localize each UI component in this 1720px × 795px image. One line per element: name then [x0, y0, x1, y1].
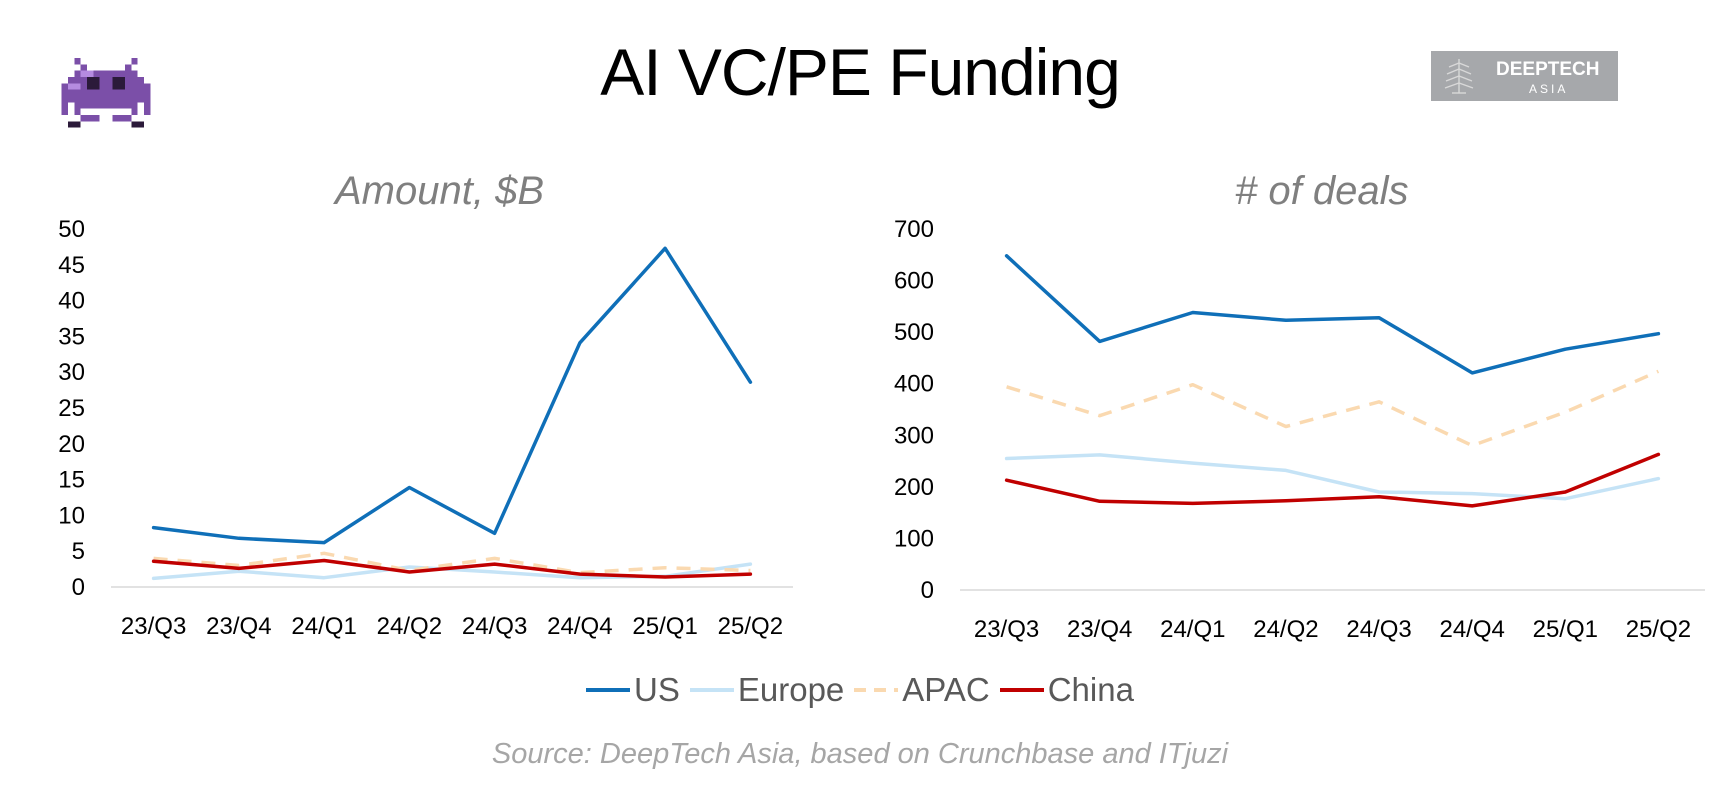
x-tick-label: 24/Q2: [377, 613, 442, 640]
legend-swatch-china: [999, 688, 1044, 692]
y-tick-label: 0: [72, 574, 85, 601]
x-tick-label: 24/Q3: [462, 613, 527, 640]
y-tick-label: 400: [894, 371, 934, 398]
x-tick-label: 24/Q3: [1346, 616, 1411, 643]
legend-swatch-apac: [854, 688, 899, 692]
x-tick-label: 24/Q2: [1253, 616, 1318, 643]
legend-item-china: China: [999, 670, 1134, 710]
deals-chart: 0 100 200 300 400 500 600 700 23/Q3 23/Q4 24/Q1 24/…: [894, 216, 1705, 643]
y-tick-label: 50: [58, 216, 85, 243]
series-line-apac: [1006, 369, 1660, 448]
y-tick-label: 200: [894, 474, 934, 501]
x-tick-label: 24/Q1: [1160, 616, 1225, 643]
x-tick-label: 25/Q1: [632, 613, 697, 640]
source-note: Source: DeepTech Asia, based on Crunchba…: [491, 738, 1229, 770]
y-tick-label: 700: [894, 216, 934, 243]
amount-chart: 0 5 10 15 20 25 30 35 40 45 50 23/Q3 23/Q4 24/Q1 24/Q2…: [58, 216, 793, 640]
x-tick-label: 24/Q1: [291, 613, 356, 640]
alien-invader-icon: [60, 58, 152, 139]
x-tick-label: 24/Q4: [547, 613, 612, 640]
y-tick-label: 600: [894, 268, 934, 295]
series-line-apac: [153, 551, 751, 575]
y-tick-label: 300: [894, 422, 934, 449]
x-tick-label: 25/Q1: [1533, 616, 1598, 643]
y-tick-label: 0: [921, 577, 934, 604]
series-line-china: [1004, 452, 1661, 508]
y-tick-label: 40: [58, 288, 85, 315]
x-tick-label: 23/Q4: [206, 613, 271, 640]
y-tick-label: 15: [58, 467, 85, 494]
y-tick-label: 30: [58, 359, 85, 386]
x-tick-label: 23/Q3: [974, 616, 1039, 643]
series-line-us: [151, 246, 753, 545]
x-tick-label: 25/Q2: [718, 613, 783, 640]
legend-label-europe: Europe: [737, 671, 845, 708]
deeptech-asia-logo: DEEPTECH ASIA: [1431, 51, 1618, 101]
y-tick-label: 20: [58, 431, 85, 458]
y-tick-label: 45: [58, 252, 85, 279]
x-tick-label: 25/Q2: [1626, 616, 1691, 643]
y-tick-label: 25: [58, 395, 85, 422]
series-line-europe: [1004, 453, 1661, 501]
y-tick-label: 35: [58, 323, 85, 350]
x-tick-label: 23/Q3: [121, 613, 186, 640]
legend-label-us: US: [634, 671, 680, 708]
legend-item-us: US: [586, 670, 680, 710]
page-title: AI VC/PE Funding: [600, 35, 1121, 109]
logo-name: DEEPTECH: [1496, 59, 1600, 80]
legend-swatch-europe: [689, 688, 734, 692]
x-tick-label: 23/Q4: [1067, 616, 1132, 643]
deals-chart-title: # of deals: [1235, 169, 1409, 213]
y-tick-label: 500: [894, 319, 934, 346]
logo-subtitle: ASIA: [1529, 82, 1569, 96]
amount-chart-title: Amount, $B: [335, 169, 545, 213]
pagoda-icon: [1444, 59, 1474, 94]
legend-swatch-us: [586, 688, 631, 692]
legend-label-china: China: [1047, 671, 1134, 708]
y-tick-label: 5: [72, 538, 85, 565]
x-tick-label: 24/Q4: [1439, 616, 1504, 643]
legend-label-apac: APAC: [902, 671, 990, 708]
legend-item-apac: APAC: [854, 670, 990, 710]
y-tick-label: 100: [894, 525, 934, 552]
legend-item-europe: Europe: [689, 670, 845, 710]
series-line-us: [1004, 254, 1661, 375]
y-tick-label: 10: [58, 502, 85, 529]
series-line-china: [151, 558, 753, 579]
legend: US Europe APAC China: [0, 668, 1720, 712]
